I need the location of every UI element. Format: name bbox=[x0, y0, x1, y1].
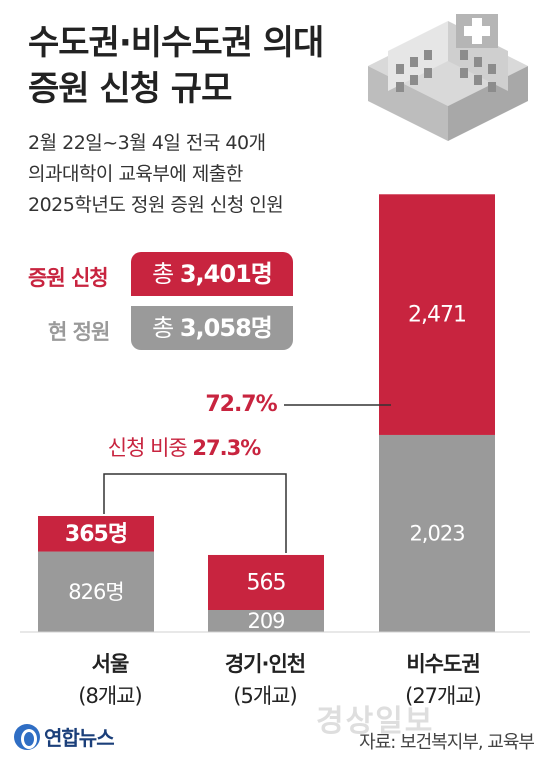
category-sublabel: (8개교) bbox=[78, 684, 142, 708]
legend-apply-value: 3,401명 bbox=[179, 260, 273, 288]
bar-label-apply-1: 565 bbox=[247, 570, 286, 595]
subtitle-line-1: 2월 22일~3월 4일 전국 40개 bbox=[28, 132, 266, 154]
hospital-building-icon bbox=[368, 14, 528, 141]
watermark: 경상일보 bbox=[316, 704, 435, 739]
category-name: 비수도권 bbox=[406, 652, 480, 676]
category-sublabel: (27개교) bbox=[405, 684, 482, 708]
bar-apply-1 bbox=[208, 554, 324, 610]
bar-apply-2 bbox=[379, 194, 495, 435]
category-sublabel: (5개교) bbox=[233, 684, 297, 708]
chart-title: 수도권·비수도권 의대 증원 신청 규모 bbox=[28, 20, 324, 112]
title-line-1: 수도권·비수도권 의대 bbox=[28, 23, 324, 63]
bar-current-2 bbox=[379, 434, 495, 632]
legend-apply-prefix: 총 bbox=[152, 260, 174, 288]
ratio-value: 27.3% bbox=[192, 436, 261, 460]
legend-current-box: 총 3,058명 bbox=[131, 306, 293, 350]
yonhap-logo-icon bbox=[14, 723, 40, 750]
bar-label-current-1: 209 bbox=[247, 609, 284, 633]
title-line-2: 증원 신청 규모 bbox=[28, 69, 232, 109]
legend-current-label: 현 정원 bbox=[48, 320, 110, 344]
legend-apply-label: 증원 신청 bbox=[28, 266, 109, 290]
subtitle-line-2: 의과대학이 교육부에 제출한 bbox=[28, 163, 243, 185]
bar-label-current-0: 826명 bbox=[68, 580, 123, 604]
ratio-bracket bbox=[103, 473, 287, 553]
ratio-label: 신청 비중 bbox=[108, 436, 193, 460]
category-label-gyeonggi-incheon: 경기·인천 (5개교) bbox=[200, 648, 330, 712]
logo-text: 연합뉴스 bbox=[44, 726, 115, 750]
chart-subtitle: 2월 22일~3월 4일 전국 40개 의과대학이 교육부에 제출한 2025학… bbox=[28, 128, 284, 221]
bar-label-apply-2: 2,471 bbox=[408, 303, 466, 328]
legend-apply-box: 총 3,401명 bbox=[131, 252, 293, 296]
subtitle-line-3: 2025학년도 정원 증원 신청 인원 bbox=[28, 194, 284, 216]
category-name: 서울 bbox=[91, 652, 130, 676]
source-note: 자료: 보건복지부, 교육부 bbox=[359, 732, 535, 753]
legend-current-value: 3,058명 bbox=[179, 314, 273, 342]
ratio-annotation: 신청 비중 27.3% bbox=[108, 436, 261, 460]
bar-label-current-2: 2,023 bbox=[409, 521, 464, 545]
legend-current-prefix: 총 bbox=[152, 314, 174, 342]
pct-non-capital: 72.7% bbox=[205, 392, 277, 417]
bar-current-1 bbox=[208, 610, 324, 632]
category-label-non-capital: 비수도권 (27개교) bbox=[378, 648, 508, 712]
yonhap-logo: 연합뉴스 bbox=[14, 722, 115, 751]
bar-apply-0 bbox=[38, 515, 154, 552]
bar-label-apply-0: 365명 bbox=[65, 522, 127, 547]
category-name: 경기·인천 bbox=[224, 652, 306, 676]
bar-current-0 bbox=[38, 551, 154, 632]
category-label-seoul: 서울 (8개교) bbox=[45, 648, 175, 712]
